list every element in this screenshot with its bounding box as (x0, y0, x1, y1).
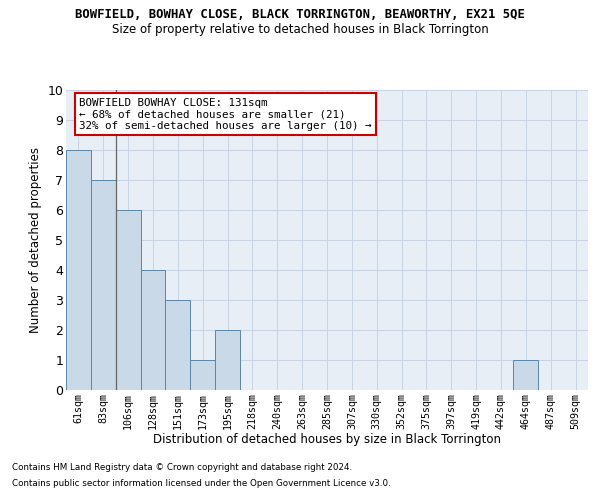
Bar (166, 300, 190, 390)
Bar (514, 360, 538, 390)
Text: Contains HM Land Registry data © Crown copyright and database right 2024.: Contains HM Land Registry data © Crown c… (12, 464, 352, 472)
Bar (215, 330, 240, 390)
Bar (116, 210, 140, 390)
Bar (91, 180, 116, 390)
Bar (66, 150, 91, 390)
Y-axis label: Number of detached properties: Number of detached properties (29, 147, 42, 333)
Text: Size of property relative to detached houses in Black Torrington: Size of property relative to detached ho… (112, 22, 488, 36)
Text: BOWFIELD, BOWHAY CLOSE, BLACK TORRINGTON, BEAWORTHY, EX21 5QE: BOWFIELD, BOWHAY CLOSE, BLACK TORRINGTON… (75, 8, 525, 20)
Text: BOWFIELD BOWHAY CLOSE: 131sqm
← 68% of detached houses are smaller (21)
32% of s: BOWFIELD BOWHAY CLOSE: 131sqm ← 68% of d… (79, 98, 371, 130)
Text: Distribution of detached houses by size in Black Torrington: Distribution of detached houses by size … (153, 432, 501, 446)
Text: Contains public sector information licensed under the Open Government Licence v3: Contains public sector information licen… (12, 478, 391, 488)
Bar (190, 360, 215, 390)
Bar (140, 270, 166, 390)
